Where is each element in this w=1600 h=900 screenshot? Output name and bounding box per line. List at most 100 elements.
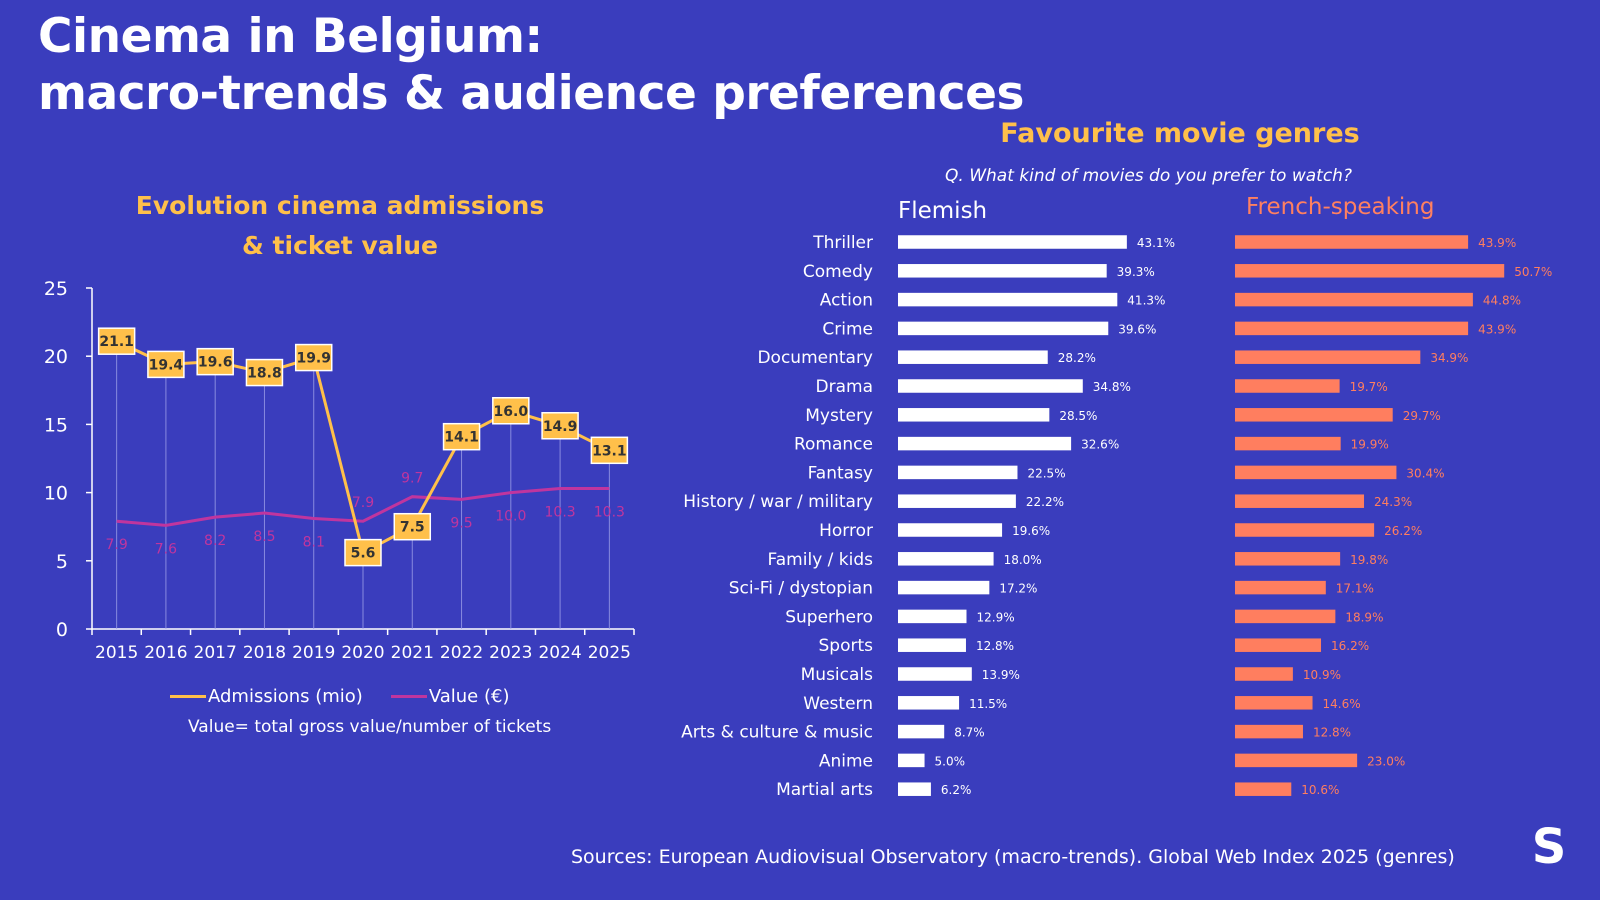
genre-label: Superhero — [785, 607, 873, 627]
value-data-label: 7.9 — [352, 495, 374, 511]
french-data-label: 44.8% — [1483, 294, 1521, 308]
french-bar — [1235, 436, 1341, 451]
value-data-label: 8.1 — [303, 535, 325, 551]
french-bar — [1235, 753, 1358, 768]
admissions-data-label: 19.4 — [149, 357, 184, 373]
value-data-label: 7.9 — [106, 537, 128, 553]
value-data-label: 8.2 — [204, 533, 226, 549]
genre-label: History / war / military — [683, 492, 873, 512]
legend-value: Value (€) — [390, 686, 510, 707]
flemish-data-label: 12.9% — [976, 610, 1014, 624]
admissions-chart-title: Evolution cinema admissions & ticket val… — [60, 186, 620, 266]
flemish-bar — [898, 321, 1109, 336]
flemish-data-label: 22.5% — [1027, 466, 1065, 480]
admissions-data-label: 7.5 — [400, 520, 425, 536]
y-tick-label: 15 — [44, 414, 68, 436]
french-data-label: 16.2% — [1331, 639, 1369, 653]
genre-label: Sci-Fi / dystopian — [729, 579, 873, 599]
admissions-data-label: 14.1 — [444, 430, 479, 446]
french-data-label: 19.9% — [1351, 438, 1389, 452]
admissions-point-marker — [147, 350, 185, 379]
sources-footnote: Sources: European Audiovisual Observator… — [571, 846, 1455, 868]
genre-label: Drama — [816, 377, 873, 397]
french-bar — [1235, 494, 1365, 508]
french-bar — [1235, 235, 1469, 249]
french-bar — [1235, 465, 1397, 480]
flemish-bar — [898, 235, 1127, 249]
flemish-data-label: 12.8% — [976, 639, 1014, 653]
y-tick-label: 5 — [56, 551, 68, 573]
admissions-point-marker — [294, 343, 333, 372]
x-tick-label: 2023 — [489, 643, 532, 663]
admissions-data-label: 13.1 — [592, 443, 627, 459]
admissions-data-label: 21.1 — [99, 334, 134, 350]
flemish-data-label: 28.2% — [1058, 351, 1096, 365]
legend-admissions: Admissions (mio) — [170, 686, 363, 707]
flemish-bar — [898, 465, 1018, 480]
admissions-point-marker — [393, 512, 432, 541]
flemish-data-label: 43.1% — [1137, 236, 1175, 250]
flemish-data-label: 18.0% — [1004, 553, 1042, 567]
flemish-data-label: 41.3% — [1127, 294, 1165, 308]
french-bar — [1235, 782, 1292, 796]
y-tick-label: 0 — [56, 619, 68, 641]
genre-label: Crime — [822, 319, 873, 339]
admissions-point-marker — [492, 397, 530, 425]
x-tick-label: 2025 — [588, 643, 631, 663]
french-bar — [1235, 609, 1336, 624]
admissions-point-marker — [344, 538, 382, 567]
value-data-label: 7.6 — [155, 541, 177, 557]
genre-label: Fantasy — [808, 463, 873, 483]
value-definition-note: Value= total gross value/number of ticke… — [188, 717, 552, 737]
french-data-label: 50.7% — [1514, 265, 1552, 279]
french-data-label: 19.7% — [1350, 380, 1388, 394]
flemish-data-label: 11.5% — [969, 697, 1007, 711]
admissions-point-marker — [97, 327, 136, 355]
flemish-data-label: 22.2% — [1026, 495, 1064, 509]
flemish-data-label: 28.5% — [1059, 409, 1097, 423]
admissions-data-label: 19.6 — [198, 355, 233, 371]
french-data-label: 14.6% — [1323, 697, 1361, 711]
flemish-bar — [898, 264, 1107, 278]
admissions-point-marker — [245, 358, 284, 387]
french-bar — [1235, 379, 1340, 393]
french-bar — [1235, 523, 1375, 537]
french-data-label: 10.9% — [1303, 668, 1341, 682]
value-data-label: 10.3 — [594, 505, 625, 521]
main-title-line2: macro-trends & audience preferences — [38, 66, 1024, 121]
flemish-bar — [898, 350, 1048, 364]
flemish-data-label: 32.6% — [1081, 438, 1119, 452]
value-data-label: 10.3 — [545, 505, 576, 521]
genre-label: Musicals — [801, 665, 874, 685]
genre-label: Action — [820, 291, 873, 311]
flemish-data-label: 39.6% — [1118, 322, 1156, 336]
french-bar — [1235, 350, 1421, 364]
brand-logo: S — [1531, 819, 1567, 875]
french-bar — [1235, 667, 1293, 681]
flemish-data-label: 19.6% — [1012, 524, 1050, 538]
genre-label: Western — [803, 694, 873, 714]
flemish-bar — [898, 523, 1003, 537]
flemish-bar — [898, 609, 967, 624]
legend-admissions-swatch — [170, 695, 206, 698]
flemish-header: Flemish — [898, 198, 988, 224]
flemish-bar — [898, 408, 1050, 422]
french-data-label: 34.9% — [1430, 351, 1468, 365]
x-tick-label: 2019 — [292, 643, 335, 663]
legend-value-label: Value (€) — [428, 686, 510, 707]
value-data-label: 10.0 — [495, 509, 526, 525]
genre-label: Romance — [794, 435, 873, 455]
admissions-data-label: 5.6 — [351, 546, 376, 562]
genre-label: Arts & culture & music — [681, 723, 873, 743]
genre-label: Comedy — [803, 262, 873, 282]
french-speaking-header: French-speaking — [1246, 194, 1435, 220]
genre-label: Family / kids — [768, 550, 874, 570]
survey-question: Q. What kind of movies do you prefer to … — [945, 166, 1352, 186]
flemish-bar — [898, 436, 1072, 451]
legend-admissions-label: Admissions (mio) — [208, 686, 363, 707]
french-data-label: 18.9% — [1345, 610, 1383, 624]
french-data-label: 10.6% — [1301, 783, 1339, 797]
admissions-point-marker — [442, 422, 481, 451]
french-bar — [1235, 638, 1322, 652]
flemish-data-label: 13.9% — [982, 668, 1020, 682]
